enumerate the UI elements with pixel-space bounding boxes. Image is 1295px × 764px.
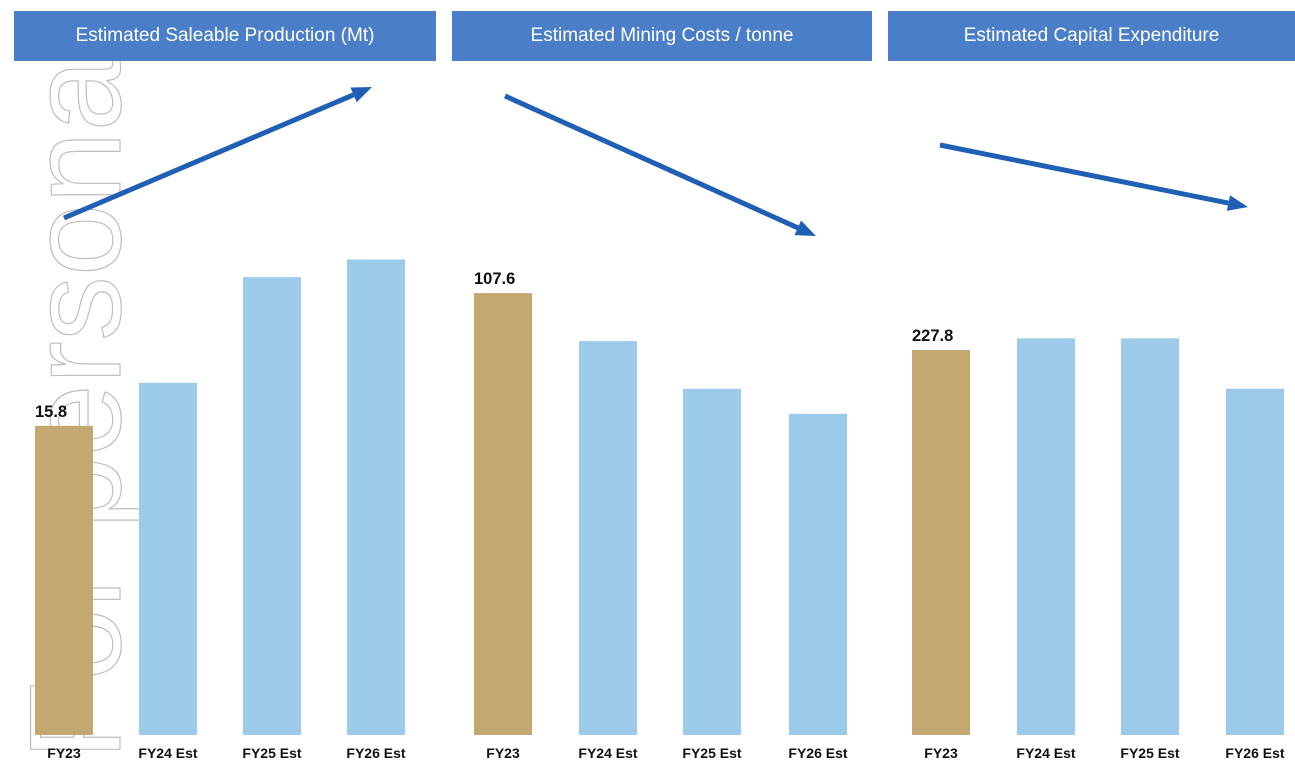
production-bar-2 [139, 382, 197, 735]
capex-bar-4 [1226, 388, 1284, 735]
production-chart-panel: Estimated Saleable Production (Mt) 15.8 F… [0, 0, 440, 764]
mining-costs-chart-panel: Estimated Mining Costs / tonne 107.6 FY23… [440, 0, 880, 764]
capex-bar-3 [1121, 338, 1179, 735]
capex-chart: 227.8 FY23 FY24 Est FY25 Est FY26 Est [912, 142, 1285, 761]
capex-trend-arrow [939, 142, 1248, 211]
capex-tick-label: FY23 [924, 745, 958, 761]
capex-bar-2 [1017, 338, 1075, 735]
mining-costs-tick-label: FY26 Est [788, 745, 847, 761]
capex-tick-label: FY25 Est [1120, 745, 1179, 761]
production-tick-label: FY25 Est [242, 745, 301, 761]
capex-bar-1 [912, 350, 970, 735]
production-bar-value-label: 15.8 [35, 403, 67, 421]
mining-costs-bar-2 [579, 341, 637, 735]
mining-costs-tick-label: FY23 [486, 745, 520, 761]
mining-costs-trend-arrow [503, 93, 816, 236]
mining-costs-chart: 107.6 FY23 FY24 Est FY25 Est FY26 Est [474, 93, 848, 761]
production-bar-1 [35, 425, 93, 735]
capex-tick-label: FY24 Est [1016, 745, 1075, 761]
mining-costs-tick-label: FY24 Est [578, 745, 637, 761]
mining-costs-bar-1 [474, 293, 532, 735]
mining-costs-chart-title: Estimated Mining Costs / tonne [452, 11, 872, 61]
mining-costs-bar-value-label: 107.6 [474, 270, 515, 288]
production-chart-title: Estimated Saleable Production (Mt) [14, 11, 436, 61]
production-tick-label: FY24 Est [138, 745, 197, 761]
capex-tick-label: FY26 Est [1225, 745, 1284, 761]
production-tick-label: FY26 Est [346, 745, 405, 761]
capex-chart-panel: Estimated Capital Expenditure 227.8 FY23 F… [880, 0, 1295, 764]
production-bar-4 [347, 259, 405, 735]
mining-costs-bar-4 [789, 413, 847, 735]
capex-chart-title: Estimated Capital Expenditure [888, 11, 1295, 61]
production-tick-label: FY23 [47, 745, 81, 761]
capex-bar-value-label: 227.8 [912, 327, 953, 345]
production-chart: 15.8 FY23 FY24 Est FY25 Est FY26 Est [35, 87, 406, 761]
production-bar-3 [243, 277, 301, 735]
mining-costs-tick-label: FY25 Est [682, 745, 741, 761]
mining-costs-bar-3 [683, 388, 741, 735]
production-trend-arrow [63, 87, 372, 221]
